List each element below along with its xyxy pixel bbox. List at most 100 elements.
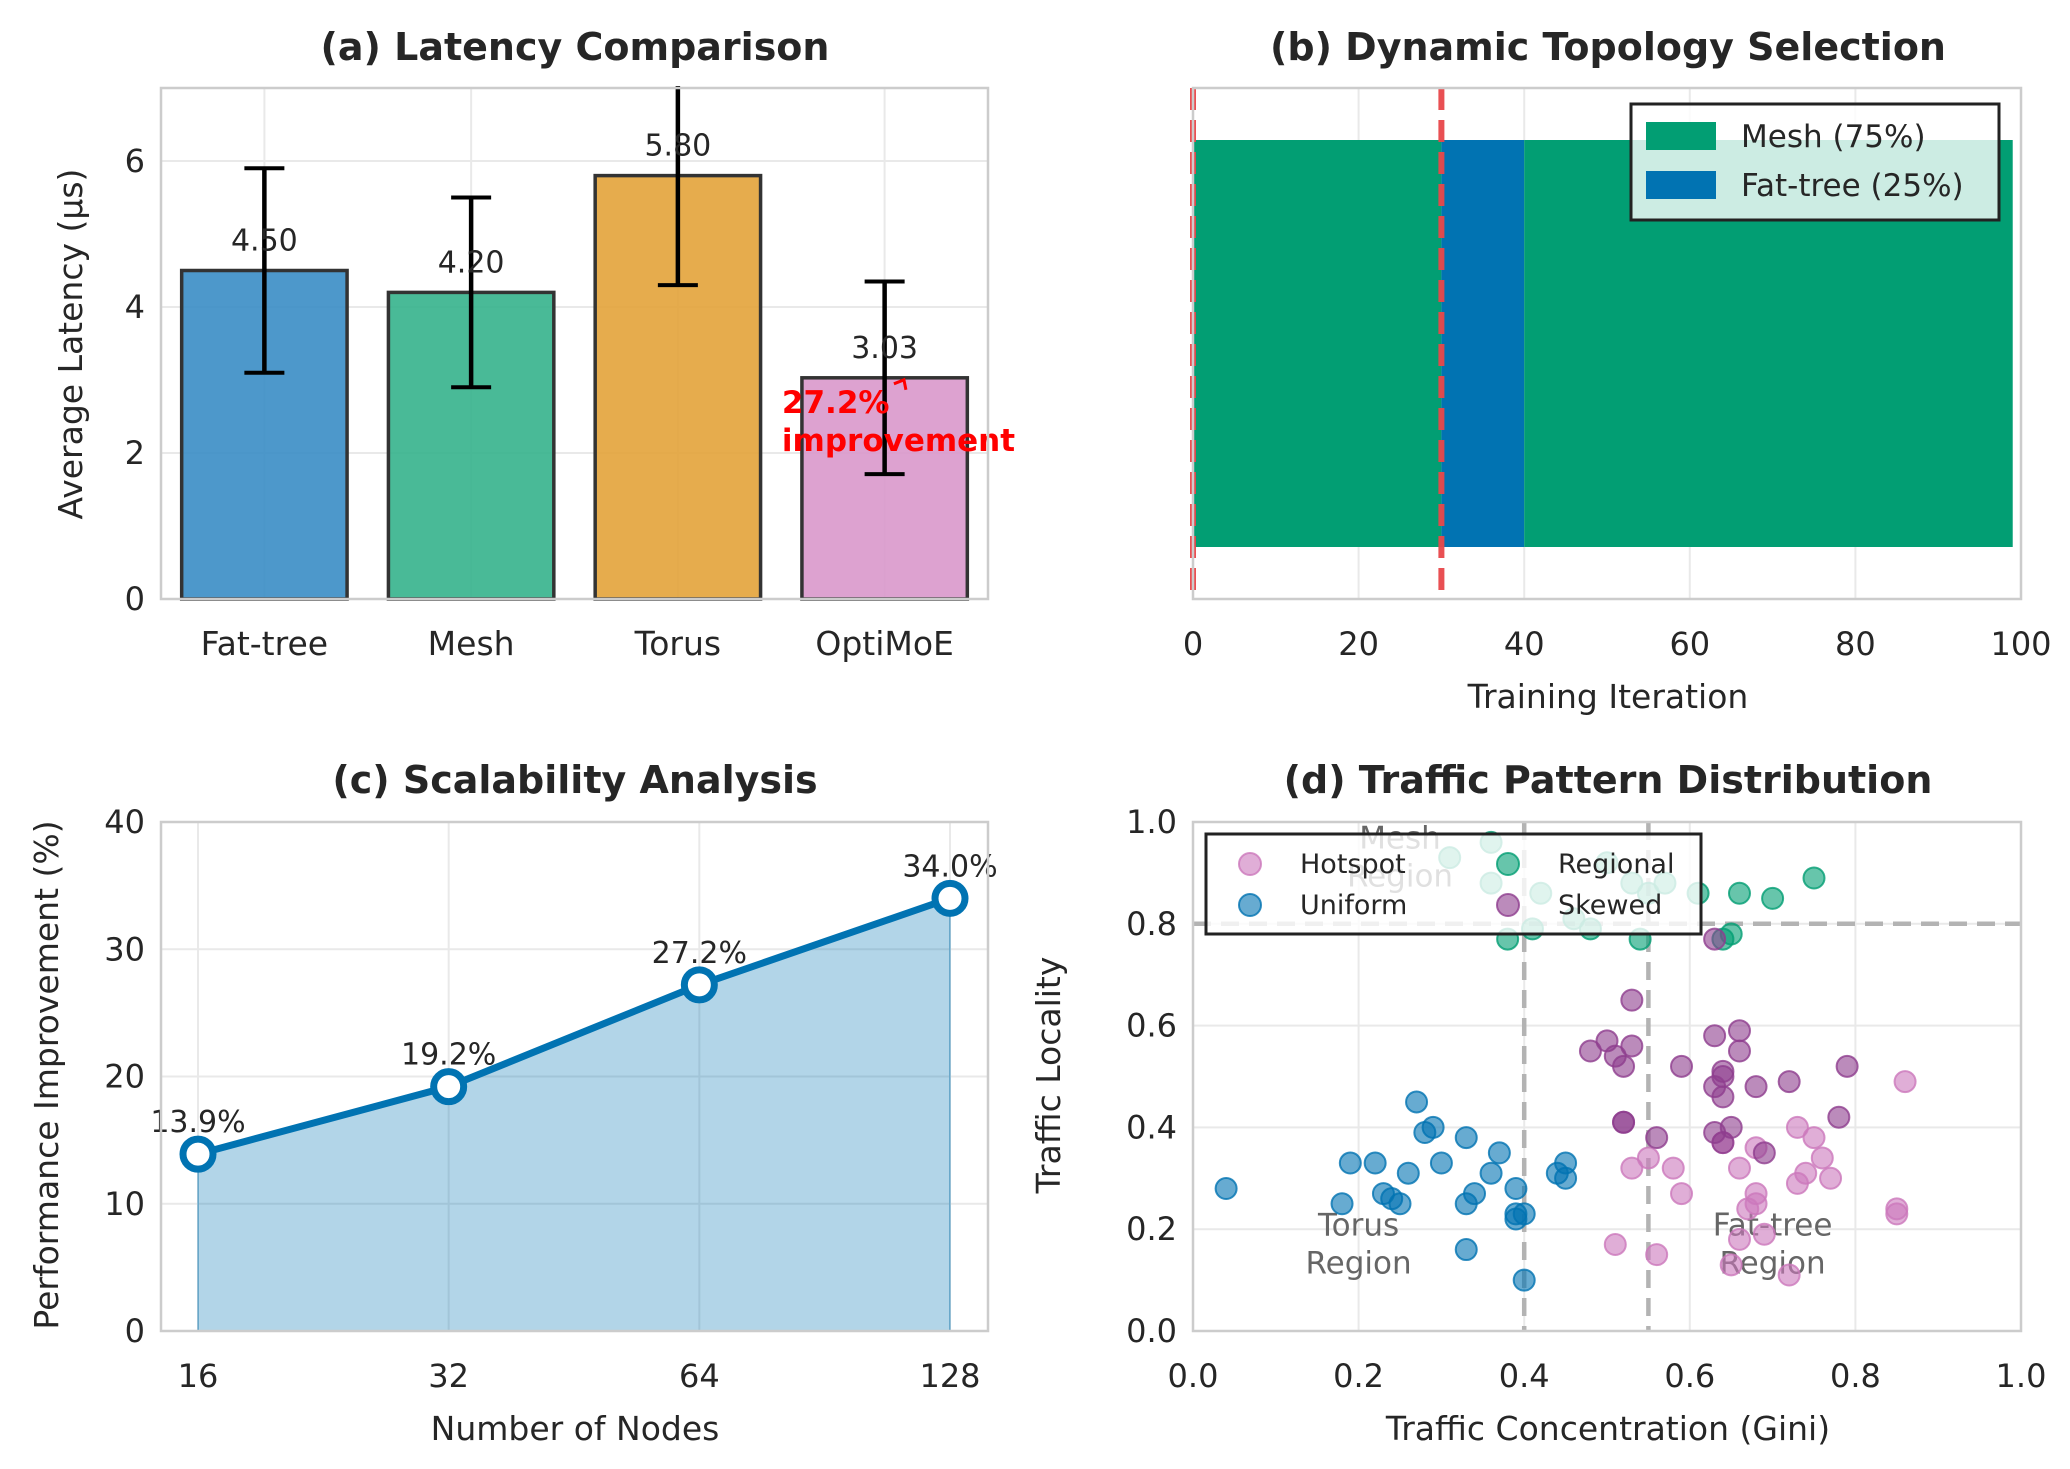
legend-label-uniform: Uniform: [1300, 890, 1407, 921]
x-tick-label-mesh: Mesh: [428, 624, 515, 663]
x-tick-label-optimoe: OptiMoE: [815, 624, 954, 663]
improvement-marker: [430, 1068, 468, 1106]
point-skewed: [1612, 1110, 1636, 1134]
point-uniform: [1413, 1120, 1437, 1144]
point-uniform: [1429, 1151, 1453, 1175]
point-regional: [1727, 881, 1751, 905]
point-skewed: [1703, 1024, 1727, 1048]
improvement-value-label: 34.0%: [902, 849, 997, 884]
region-label: Torus: [1317, 1207, 1399, 1243]
point-hotspot: [1727, 1156, 1751, 1180]
point-uniform: [1454, 1238, 1478, 1262]
value-label-mesh: 4.20: [438, 245, 505, 280]
panel-a-y-tick-label: 2: [125, 434, 145, 472]
legend-label-fat-tree: Fat-tree (25%): [1741, 168, 1964, 204]
legend-swatch-fat-tree: [1646, 171, 1716, 199]
point-hotspot: [1893, 1070, 1917, 1094]
panel-d-traffic-pattern: (d) Traffic Pattern Distribution Traffic…: [1029, 758, 2046, 1448]
panel-d-x-tick-label: 0.2: [1333, 1357, 1384, 1395]
point-uniform: [1330, 1192, 1354, 1216]
value-label-torus: 5.80: [644, 129, 711, 164]
point-uniform: [1512, 1268, 1536, 1292]
point-hotspot: [1636, 1146, 1660, 1170]
point-hotspot: [1620, 1156, 1644, 1180]
panel-b-x-tick-label: 20: [1338, 625, 1379, 663]
panel-d-y-tick-label: 1.0: [1126, 803, 1177, 841]
panel-d-x-tick-label: 0.4: [1499, 1357, 1550, 1395]
point-skewed: [1620, 1034, 1644, 1058]
panel-d-y-axis-label: Traffic Locality: [1029, 957, 1068, 1195]
point-hotspot: [1736, 1197, 1760, 1221]
segment-mesh: [1193, 140, 1442, 547]
legend-marker-uniform: [1238, 893, 1262, 917]
panel-a-y-axis-label: Average Latency (µs): [51, 169, 90, 520]
panel-b-x-tick-label: 0: [1183, 625, 1203, 663]
legend-label-regional: Regional: [1558, 849, 1674, 880]
panel-c-y-tick-label: 10: [104, 1185, 145, 1223]
panel-c-x-tick-label: 64: [679, 1357, 720, 1395]
panel-b-topology-selection: (b) Dynamic Topology Selection Training …: [1183, 25, 2052, 716]
improvement-annotation: 27.2%: [782, 385, 890, 421]
segment-fat-tree: [1441, 140, 1525, 547]
point-skewed: [1727, 1039, 1751, 1063]
panel-d-title: (d) Traffic Pattern Distribution: [1284, 758, 1933, 802]
point-skewed: [1835, 1054, 1859, 1078]
point-skewed: [1777, 1070, 1801, 1094]
point-uniform: [1405, 1090, 1429, 1114]
panel-b-x-tick-label: 40: [1504, 625, 1545, 663]
point-uniform: [1388, 1192, 1412, 1216]
panel-b-x-tick-label: 80: [1835, 625, 1876, 663]
legend-label-mesh: Mesh (75%): [1741, 119, 1926, 155]
legend-marker-skewed: [1496, 893, 1520, 917]
panel-c-y-axis-label: Performance Improvement (%): [27, 820, 66, 1329]
x-tick-label-fat-tree: Fat-tree: [201, 624, 328, 663]
value-label-fat-tree: 4.50: [231, 224, 298, 259]
panel-d-y-tick-label: 0.2: [1126, 1210, 1177, 1248]
point-hotspot: [1727, 1227, 1751, 1251]
point-skewed: [1827, 1105, 1851, 1129]
panel-d-y-tick-label: 0.6: [1126, 1007, 1177, 1045]
panel-c-frame: [159, 820, 990, 1333]
point-hotspot: [1777, 1263, 1801, 1287]
panel-d-y-tick-label: 0.0: [1126, 1312, 1177, 1350]
legend-marker-regional: [1496, 852, 1520, 876]
legend-label-hotspot: Hotspot: [1300, 849, 1406, 880]
point-skewed: [1620, 988, 1644, 1012]
point-regional: [1761, 886, 1785, 910]
point-hotspot: [1603, 1232, 1627, 1256]
point-uniform: [1479, 1161, 1503, 1185]
panel-a-y-tick-label: 4: [125, 288, 145, 326]
point-skewed: [1645, 1126, 1669, 1150]
point-uniform: [1504, 1207, 1528, 1231]
value-label-optimoe: 3.03: [851, 331, 918, 366]
point-skewed: [1578, 1039, 1602, 1063]
point-hotspot: [1785, 1115, 1809, 1139]
point-skewed: [1752, 1141, 1776, 1165]
point-hotspot: [1785, 1171, 1809, 1195]
improvement-value-label: 13.9%: [150, 1105, 245, 1140]
panel-d-x-tick-label: 1.0: [1996, 1357, 2047, 1395]
legend-label-skewed: Skewed: [1558, 890, 1662, 921]
improvement-value-label: 19.2%: [401, 1038, 496, 1073]
panel-c-y-tick-label: 0: [125, 1312, 145, 1350]
panel-d-x-axis-label: Traffic Concentration (Gini): [1385, 1409, 1830, 1448]
point-hotspot: [1819, 1166, 1843, 1190]
panel-a-frame: [159, 86, 990, 601]
panel-b-frame: [1191, 86, 2023, 601]
panel-a-y-tick-label: 6: [125, 142, 145, 180]
point-uniform: [1554, 1166, 1578, 1190]
point-uniform: [1396, 1161, 1420, 1185]
panel-d-x-tick-label: 0.6: [1664, 1357, 1715, 1395]
panel-c-x-tick-label: 32: [428, 1357, 469, 1395]
point-hotspot: [1645, 1243, 1669, 1267]
panel-c-y-tick-label: 20: [104, 1058, 145, 1096]
improvement-marker: [931, 879, 969, 917]
point-uniform: [1454, 1192, 1478, 1216]
region-label: Region: [1306, 1245, 1412, 1281]
point-hotspot: [1719, 1253, 1743, 1277]
improvement-line: [197, 895, 952, 1158]
point-regional: [1802, 866, 1826, 890]
improvement-arrow: [893, 377, 908, 391]
panel-b-x-tick-label: 60: [1669, 625, 1710, 663]
